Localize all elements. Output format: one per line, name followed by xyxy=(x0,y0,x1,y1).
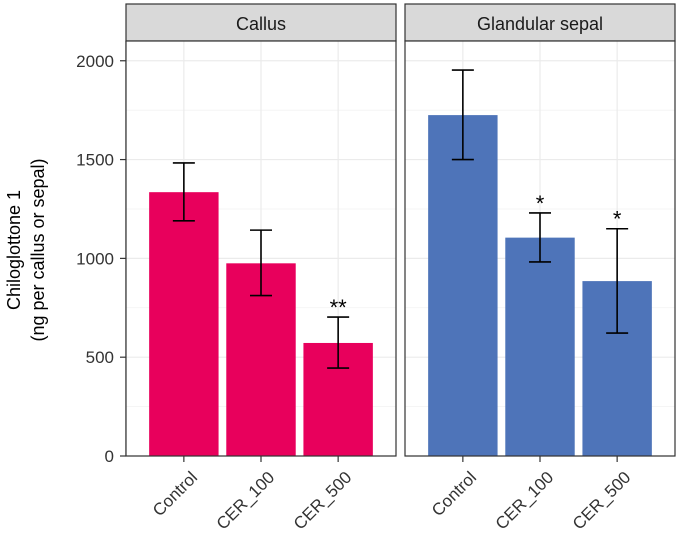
y-tick-label: 1500 xyxy=(76,151,114,170)
panel-strip xyxy=(404,3,676,42)
y-tick-label: 500 xyxy=(86,348,114,367)
panel-title: Glandular sepal xyxy=(477,14,603,34)
bar xyxy=(428,115,498,456)
y-axis-title-line2: (ng per callus or sepal) xyxy=(28,158,48,341)
error-bar xyxy=(451,69,474,161)
x-tick-label: Control xyxy=(149,468,201,520)
significance-marker: * xyxy=(613,207,622,232)
y-tick-label: 0 xyxy=(105,447,114,466)
y-tick-label: 2000 xyxy=(76,52,114,71)
bar xyxy=(149,192,219,456)
y-axis: 0 500 1000 1500 2000 xyxy=(76,41,127,466)
x-tick-label: Control xyxy=(428,468,480,520)
error-bar xyxy=(529,212,551,263)
y-tick-label: 1000 xyxy=(76,249,114,268)
error-bar xyxy=(172,162,195,222)
x-tick-label: CER_500 xyxy=(290,468,356,534)
error-bar xyxy=(327,316,350,369)
y-axis-title: Chiloglottone 1 (ng per callus or sepal) xyxy=(4,158,48,341)
error-bar xyxy=(250,229,272,297)
x-tick-label: CER_100 xyxy=(492,468,558,534)
bar xyxy=(505,237,575,456)
panel-1: Callus ** Control CER_100 CER_500 xyxy=(125,3,397,534)
significance-marker: * xyxy=(536,191,545,216)
panel-title: Callus xyxy=(236,14,286,34)
error-bar xyxy=(606,227,629,334)
y-axis-title-line1: Chiloglottone 1 xyxy=(4,190,24,310)
significance-marker: ** xyxy=(330,295,348,320)
x-tick-label: CER_100 xyxy=(213,468,279,534)
panel-2: Glandular sepal * * Control CER_100 CER_500 xyxy=(404,3,676,534)
x-tick-label: CER_500 xyxy=(569,468,635,534)
